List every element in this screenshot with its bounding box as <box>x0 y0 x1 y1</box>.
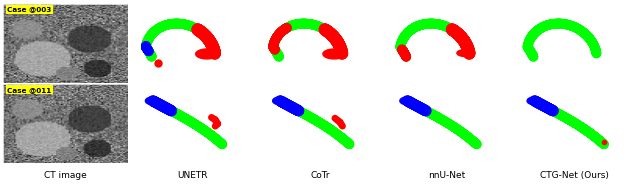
Polygon shape <box>400 97 415 105</box>
Text: nnU-Net: nnU-Net <box>429 171 466 180</box>
Polygon shape <box>323 49 346 59</box>
Text: CoTr: CoTr <box>310 171 330 180</box>
Polygon shape <box>196 49 218 59</box>
Polygon shape <box>273 97 287 105</box>
Polygon shape <box>145 97 161 105</box>
Text: CTG-Net (Ours): CTG-Net (Ours) <box>540 171 609 180</box>
Text: CT image: CT image <box>44 171 87 180</box>
Text: Case @003: Case @003 <box>7 6 51 12</box>
Text: Case @011: Case @011 <box>7 87 51 93</box>
Text: UNETR: UNETR <box>177 171 208 180</box>
Polygon shape <box>457 50 472 56</box>
Polygon shape <box>527 97 542 105</box>
